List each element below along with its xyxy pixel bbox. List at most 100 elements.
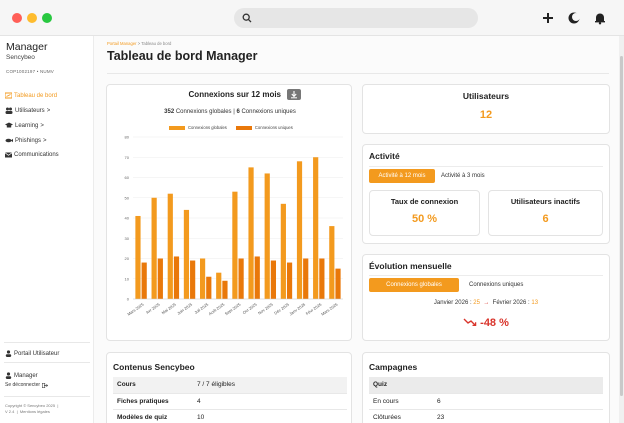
chart-bar-global — [264, 173, 270, 299]
x-tick-label: Nov 2025 — [257, 301, 275, 315]
chart-bar-unique — [222, 280, 228, 299]
page-scrollbar[interactable] — [619, 36, 624, 423]
y-tick-label: 30 — [125, 236, 130, 241]
table-cell-key: Modèles de quiz — [113, 409, 193, 423]
content-card-title: Contenus Sencybeo — [113, 362, 195, 372]
x-tick-label: Janv 2026 — [288, 301, 307, 316]
connections-card: Connexions sur 12 mois 352 Connexions gl… — [106, 84, 352, 341]
users-card: Utilisateurs 12 — [362, 84, 610, 134]
table-cell-key: En cours — [369, 393, 433, 410]
evolution-card: Évolution mensuelle Connexions globales … — [362, 254, 610, 341]
x-tick-label: Mai 2025 — [161, 301, 178, 315]
chart-bar-global — [280, 203, 286, 299]
current-user: Manager — [5, 372, 38, 379]
arrow-right-icon: → — [483, 300, 490, 306]
page-title: Tableau de bord Manager — [107, 49, 258, 63]
user-icon — [5, 350, 12, 357]
close-window-button[interactable] — [12, 13, 22, 23]
tab-activity-3-months[interactable]: Activité à 3 mois — [441, 173, 485, 179]
portal-user-link[interactable]: Portail Utilisateur — [5, 350, 59, 357]
breadcrumb-separator: > — [137, 41, 141, 46]
connection-rate-label: Taux de connexion — [390, 197, 459, 206]
envelope-icon — [5, 152, 12, 158]
chevron-right-icon: > — [46, 107, 51, 114]
chart-bar-unique — [206, 276, 212, 299]
main-content: Portail Manager > Tableau de bord Tablea… — [94, 36, 624, 423]
download-button[interactable] — [287, 89, 301, 100]
table-cell-value: 6 — [433, 393, 603, 410]
inactive-users-box: Utilisateurs inactifs 6 — [488, 190, 603, 236]
inactive-users-value: 6 — [542, 213, 549, 225]
y-tick-label: 0 — [127, 297, 130, 302]
x-tick-label: Sept 2025 — [224, 301, 242, 316]
content-table: Cours 7 / 7 éligibles Fiches pratiques 4 M… — [113, 377, 347, 423]
sidebar-item-phishings[interactable]: Phishings > — [5, 137, 47, 144]
address-bar[interactable] — [234, 8, 478, 28]
chart-bar-unique — [254, 256, 260, 299]
chart-bar-unique — [286, 262, 293, 299]
legend-swatch-global — [169, 125, 185, 130]
chevron-right-icon: > — [43, 137, 47, 144]
legend-label-unique: Connexions uniques — [254, 125, 293, 130]
sidebar-item-users[interactable]: Utilisateurs > — [5, 107, 50, 114]
search-icon — [242, 13, 252, 23]
connections-summary: 352 Connexions globales | 6 Connexions u… — [164, 109, 296, 115]
logout-icon — [42, 382, 49, 388]
user-icon — [5, 372, 12, 379]
chart-bar-global — [167, 193, 173, 299]
campaigns-table-header: Quiz — [369, 377, 603, 394]
table-cell-value: 10 — [193, 409, 347, 423]
legal-link[interactable]: Mentions légales — [19, 408, 50, 414]
breadcrumb: Portail Manager > Tableau de bord — [107, 41, 171, 46]
y-tick-label: 70 — [125, 155, 130, 160]
prev-month-label: Janvier 2026 : — [433, 300, 472, 306]
x-tick-label: Mars 2025 — [126, 301, 145, 316]
chart-bar-global — [216, 272, 222, 299]
tab-activity-12-months[interactable]: Activité à 12 mois — [369, 169, 435, 183]
dashboard-icon — [5, 92, 12, 99]
chart-bar-global — [232, 191, 238, 299]
table-row: Clôturées 23 — [369, 409, 603, 423]
x-tick-label: Mars 2026 — [320, 301, 339, 316]
sidebar-item-communications[interactable]: Communications — [5, 152, 59, 158]
title-divider — [107, 73, 609, 74]
legend-swatch-unique — [235, 125, 252, 130]
table-cell-value: 23 — [433, 409, 603, 423]
evolution-comparison: Janvier 2026 : 25 → Février 2026 : 13 — [363, 300, 609, 306]
chart-bar-global — [313, 157, 319, 299]
logout-link[interactable]: Se déconnecter — [5, 382, 49, 388]
evolution-delta: -48 % — [363, 317, 609, 329]
sidebar-item-dashboard[interactable]: Tableau de bord — [5, 92, 57, 99]
cur-month-value: 13 — [531, 300, 539, 306]
bell-icon[interactable] — [593, 11, 607, 25]
scrollbar-thumb[interactable] — [620, 56, 623, 396]
total-unique: 6 — [236, 109, 240, 115]
chart-bar-unique — [141, 262, 147, 299]
sidebar-title: Manager — [6, 41, 48, 53]
activity-divider — [369, 166, 603, 167]
chart-bar-global — [135, 215, 141, 299]
users-icon — [5, 107, 13, 114]
sidebar-item-label: Learning — [15, 122, 39, 129]
connections-chart: 0 10 20 30 40 50 60 70 80 Mars 2025 Avr 2025 Mai 20… — [125, 135, 343, 317]
tab-unique-connections[interactable]: Connexions uniques — [469, 282, 524, 288]
user-name: Manager — [14, 372, 38, 379]
moon-icon[interactable] — [567, 11, 581, 25]
table-row: En cours 6 — [369, 393, 603, 410]
plus-icon[interactable] — [541, 11, 555, 25]
sidebar: Manager Sencybeo COP1002197 • NUMV Table… — [0, 36, 94, 423]
tab-global-connections[interactable]: Connexions globales — [369, 278, 459, 292]
chevron-right-icon: > — [40, 122, 44, 129]
minimize-window-button[interactable] — [27, 13, 37, 23]
sidebar-item-learning[interactable]: Learning > — [5, 122, 44, 129]
chart-bar-unique — [303, 258, 309, 299]
campaigns-card: Campagnes Quiz En cours 6 Clôturées 23 — [362, 352, 610, 423]
chart-bar-global — [329, 226, 335, 299]
maximize-window-button[interactable] — [42, 13, 52, 23]
prev-month-value: 25 — [473, 300, 480, 306]
sidebar-divider — [4, 342, 90, 343]
breadcrumb-root[interactable]: Portail Manager — [107, 41, 137, 46]
sidebar-org-code: COP1002197 • NUMV — [6, 69, 54, 74]
sidebar-org-name: Sencybeo — [6, 54, 35, 61]
total-unique-label: Connexions uniques — [241, 109, 296, 115]
